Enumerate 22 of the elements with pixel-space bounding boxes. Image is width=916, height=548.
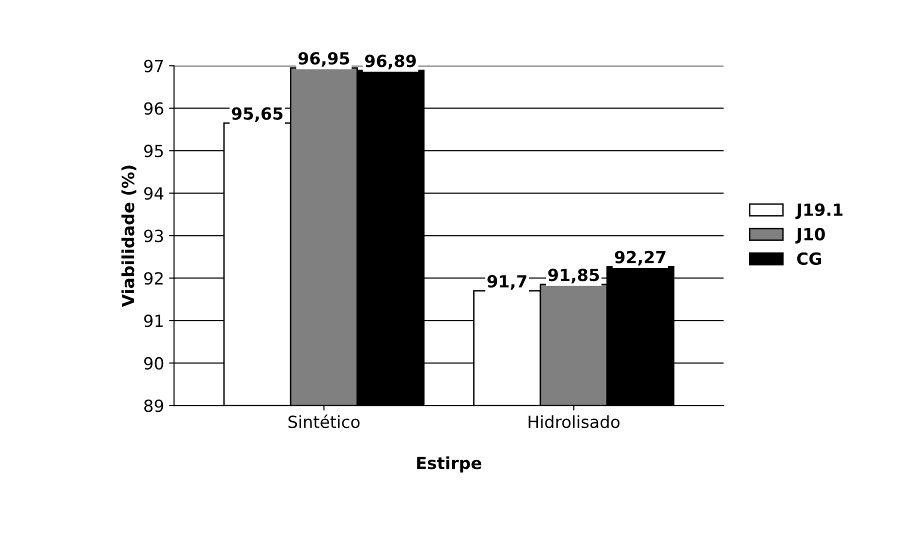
y-tick-label: 96 [144, 102, 164, 115]
x-axis-title: Estirpe [417, 456, 482, 473]
y-tick-label: 95 [144, 144, 163, 158]
y-axis-title: Viabilidade (%) [121, 166, 136, 307]
legend-label: J19.1 [795, 203, 842, 220]
y-tick-label: 92 [144, 272, 163, 285]
y-tick-label: 93 [144, 230, 163, 242]
data-label: 95,65 [232, 107, 283, 122]
y-tick-label: 89 [144, 399, 164, 412]
data-label: 91,7 [487, 275, 526, 290]
legend-label: CG [797, 252, 821, 265]
data-label: 91,85 [548, 268, 599, 284]
y-tick-label: 97 [144, 60, 163, 72]
legend-label: J10 [795, 228, 825, 244]
data-label: 96,89 [365, 54, 416, 70]
x-tick-label: Sintético [288, 414, 360, 428]
data-label: 92,27 [614, 250, 666, 266]
data-label: 96,95 [298, 52, 350, 67]
y-tick-label: 91 [144, 314, 163, 328]
y-tick-label: 90 [144, 357, 164, 370]
x-tick-label: Hidrolisado [528, 415, 620, 428]
y-tick-label: 94 [144, 187, 164, 200]
